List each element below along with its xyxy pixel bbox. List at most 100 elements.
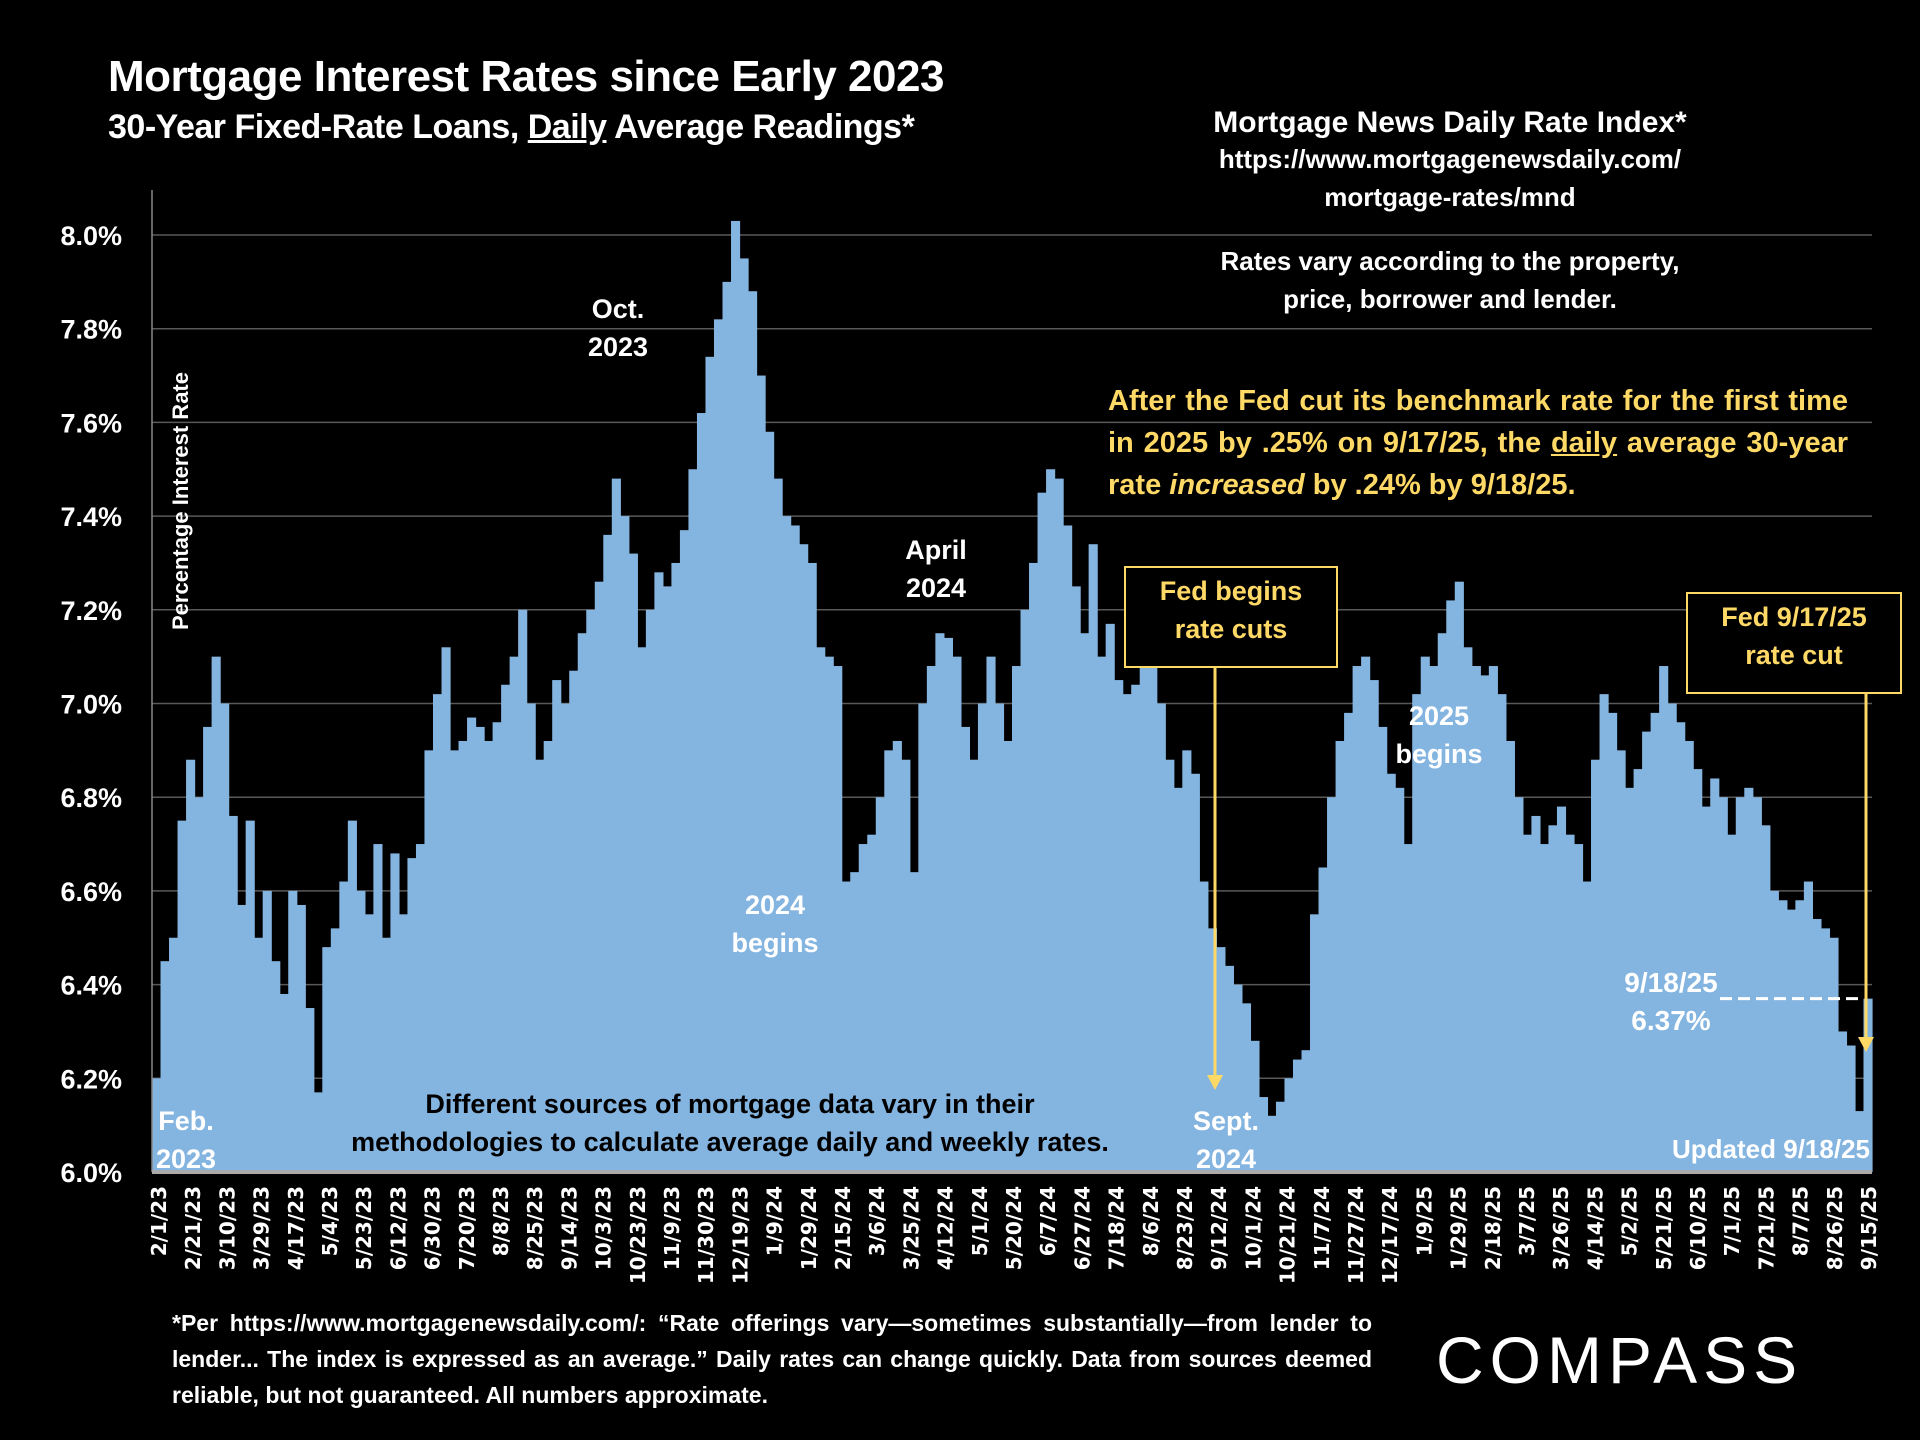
rate-bar bbox=[1420, 656, 1430, 1172]
rate-bar bbox=[1429, 666, 1439, 1172]
x-tick-label: 10/21/24 bbox=[1276, 1186, 1300, 1284]
note-line: methodologies to calculate average daily… bbox=[351, 1127, 1109, 1157]
rate-bar bbox=[1608, 712, 1618, 1172]
rate-bar bbox=[1114, 680, 1124, 1172]
rate-bar bbox=[603, 534, 613, 1172]
rate-bar bbox=[1292, 1059, 1303, 1172]
source-url-line1: https://www.mortgagenewsdaily.com/ bbox=[1218, 144, 1682, 174]
rate-bar bbox=[1642, 731, 1652, 1172]
x-tick-label: 1/29/25 bbox=[1447, 1186, 1471, 1270]
rate-bar bbox=[535, 759, 545, 1172]
rate-bar bbox=[501, 684, 511, 1172]
rate-bar bbox=[867, 834, 877, 1172]
rate-bar bbox=[1803, 881, 1813, 1172]
rate-bar bbox=[628, 553, 638, 1172]
chart-subtitle: 30-Year Fixed-Rate Loans, Daily Average … bbox=[108, 108, 915, 147]
rate-bar bbox=[1676, 722, 1686, 1172]
rate-bar bbox=[816, 647, 826, 1172]
rate-bar bbox=[339, 881, 349, 1172]
rate-bar bbox=[1403, 844, 1413, 1172]
rate-bar bbox=[203, 726, 213, 1172]
x-tick-label: 7/18/24 bbox=[1105, 1186, 1129, 1270]
rate-bar bbox=[935, 633, 945, 1172]
rate-bar bbox=[1284, 1078, 1294, 1172]
rate-bar bbox=[245, 820, 255, 1172]
x-tick-label: 3/10/23 bbox=[215, 1186, 239, 1270]
rate-bar bbox=[1003, 740, 1013, 1172]
rate-bar bbox=[1539, 844, 1550, 1172]
rate-bar bbox=[1412, 694, 1422, 1172]
rate-bar bbox=[713, 319, 724, 1173]
rate-bar bbox=[1012, 666, 1022, 1172]
box-line: rate cuts bbox=[1174, 614, 1288, 644]
rate-bar bbox=[799, 544, 809, 1172]
x-tick-label: 11/30/23 bbox=[694, 1186, 718, 1284]
footer-disclaimer: *Per https://www.mortgagenewsdaily.com/:… bbox=[172, 1310, 1372, 1408]
rate-bar bbox=[543, 740, 553, 1172]
x-tick-label: 5/4/23 bbox=[318, 1186, 342, 1256]
y-tick-label: 7.2% bbox=[60, 596, 122, 626]
rate-bar bbox=[569, 670, 579, 1172]
y-axis-label: Percentage Interest Rate bbox=[168, 372, 193, 630]
rate-bar bbox=[194, 797, 204, 1172]
rate-bar bbox=[696, 413, 707, 1172]
rate-bar bbox=[1863, 998, 1873, 1172]
rate-bar bbox=[1573, 844, 1584, 1172]
rate-bar bbox=[1224, 965, 1234, 1172]
latest-value: 6.37% bbox=[1631, 1005, 1711, 1036]
x-tick-label: 1/29/24 bbox=[797, 1186, 821, 1270]
ann-line: begins bbox=[1395, 739, 1483, 769]
rate-bar bbox=[620, 516, 630, 1172]
rate-bar bbox=[1335, 740, 1345, 1172]
rate-bar bbox=[1190, 773, 1200, 1172]
rate-bar bbox=[807, 562, 817, 1172]
x-tick-label: 5/21/25 bbox=[1652, 1186, 1676, 1270]
rate-bar bbox=[186, 759, 196, 1172]
ann-line: begins bbox=[731, 928, 819, 958]
rate-bar bbox=[1480, 675, 1490, 1172]
rate-bar bbox=[288, 890, 298, 1172]
rate-bar bbox=[424, 750, 434, 1172]
rate-bar bbox=[1710, 778, 1720, 1172]
rate-bar bbox=[330, 928, 340, 1172]
rate-bar bbox=[679, 530, 690, 1172]
rate-bar bbox=[1505, 740, 1515, 1172]
rate-bar bbox=[1854, 1111, 1865, 1172]
rate-bar bbox=[824, 656, 834, 1172]
rate-bar bbox=[833, 666, 843, 1172]
y-tick-label: 6.6% bbox=[60, 877, 122, 907]
rate-bar bbox=[1352, 666, 1362, 1172]
rate-bar bbox=[1463, 647, 1473, 1172]
box-line: rate cut bbox=[1745, 640, 1843, 670]
y-tick-label: 7.6% bbox=[60, 408, 122, 438]
y-tick-label: 6.4% bbox=[60, 971, 122, 1001]
x-tick-label: 8/26/25 bbox=[1823, 1186, 1847, 1270]
rate-bar bbox=[390, 853, 400, 1172]
rate-bar bbox=[969, 759, 979, 1172]
rate-bar bbox=[458, 740, 468, 1172]
rate-bar bbox=[450, 750, 460, 1172]
rate-bar bbox=[773, 478, 783, 1172]
rate-bar bbox=[645, 609, 655, 1172]
rate-bar bbox=[1267, 1115, 1277, 1172]
rate-bar bbox=[1769, 890, 1779, 1172]
rate-bar bbox=[1633, 769, 1643, 1172]
rate-bar bbox=[1071, 586, 1081, 1172]
rate-bar bbox=[1625, 787, 1635, 1172]
rate-bar bbox=[1565, 834, 1575, 1172]
rate-bar bbox=[254, 937, 264, 1172]
rate-bar bbox=[875, 797, 885, 1172]
rate-bar bbox=[211, 656, 221, 1172]
source-block: Mortgage News Daily Rate Index* https://… bbox=[1160, 106, 1740, 216]
x-tick-label: 6/7/24 bbox=[1036, 1186, 1060, 1256]
fed-note-daily: daily bbox=[1550, 427, 1618, 459]
rate-bar bbox=[1037, 492, 1047, 1172]
rate-bar bbox=[586, 609, 596, 1172]
ann-line: 2024 bbox=[1195, 1144, 1257, 1174]
rate-bar bbox=[756, 375, 766, 1172]
rate-bar bbox=[901, 759, 911, 1172]
rate-bar bbox=[373, 844, 383, 1172]
rate-bar bbox=[552, 680, 562, 1172]
x-tick-label: 9/12/24 bbox=[1207, 1186, 1231, 1270]
